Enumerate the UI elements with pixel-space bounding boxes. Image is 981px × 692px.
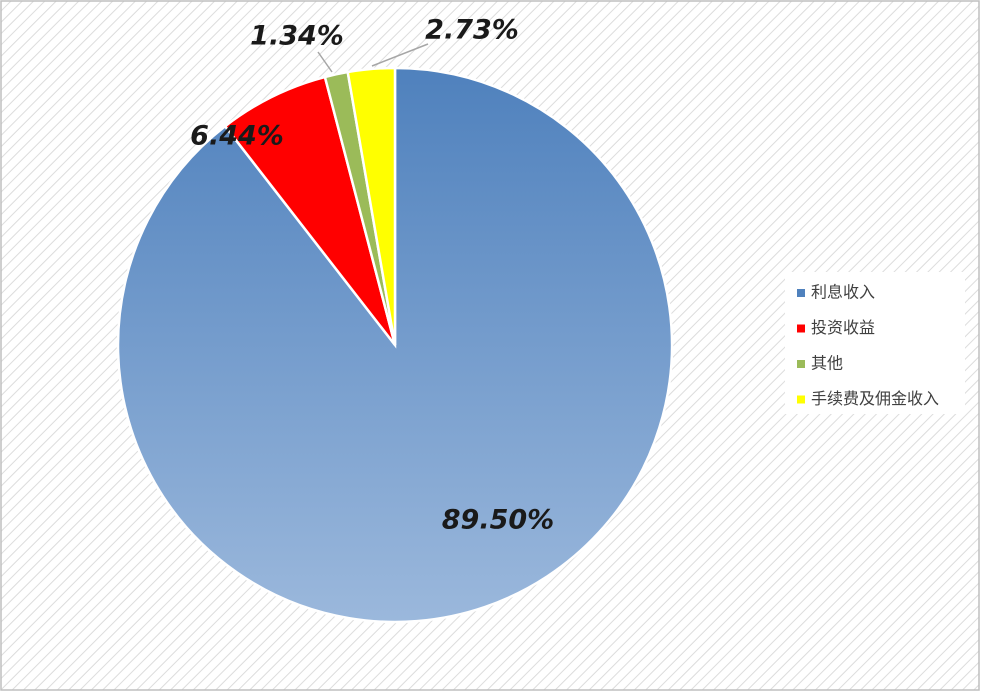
legend-label: 利息收入 (811, 283, 875, 302)
legend-label: 手续费及佣金收入 (811, 389, 939, 408)
data-label: 1.34% (250, 21, 344, 52)
leader-line (371, 43, 429, 67)
data-label: 2.73% (425, 15, 519, 46)
data-label: 6.44% (190, 121, 284, 152)
legend-swatch (797, 395, 805, 404)
legend-swatch (797, 360, 805, 368)
leader-line (317, 51, 333, 73)
pie-slice (223, 75, 397, 346)
legend-swatch (797, 324, 805, 333)
legend-label: 其他 (811, 354, 843, 373)
legend-box (785, 272, 965, 414)
data-label: 89.50% (442, 505, 554, 536)
legend-label: 投资收益 (811, 318, 875, 337)
pie-slice (346, 66, 397, 346)
legend-swatch (797, 289, 805, 297)
